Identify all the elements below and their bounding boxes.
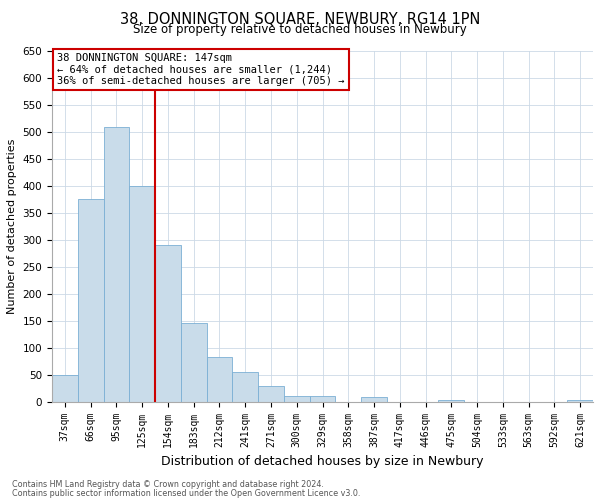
Bar [258, 386, 284, 402]
Text: Contains HM Land Registry data © Crown copyright and database right 2024.: Contains HM Land Registry data © Crown c… [12, 480, 324, 489]
Bar [104, 126, 129, 402]
Text: 38, DONNINGTON SQUARE, NEWBURY, RG14 1PN: 38, DONNINGTON SQUARE, NEWBURY, RG14 1PN [120, 12, 480, 28]
Bar [232, 372, 258, 402]
Bar [129, 186, 155, 402]
Bar [439, 400, 464, 402]
Text: Size of property relative to detached houses in Newbury: Size of property relative to detached ho… [133, 24, 467, 36]
Bar [181, 324, 206, 402]
X-axis label: Distribution of detached houses by size in Newbury: Distribution of detached houses by size … [161, 455, 484, 468]
Bar [206, 358, 232, 402]
Bar [284, 396, 310, 402]
Bar [310, 396, 335, 402]
Text: 38 DONNINGTON SQUARE: 147sqm
← 64% of detached houses are smaller (1,244)
36% of: 38 DONNINGTON SQUARE: 147sqm ← 64% of de… [58, 52, 345, 86]
Bar [155, 245, 181, 402]
Bar [361, 398, 387, 402]
Bar [52, 375, 78, 402]
Bar [567, 400, 593, 402]
Bar [78, 200, 104, 402]
Y-axis label: Number of detached properties: Number of detached properties [7, 138, 17, 314]
Text: Contains public sector information licensed under the Open Government Licence v3: Contains public sector information licen… [12, 488, 361, 498]
